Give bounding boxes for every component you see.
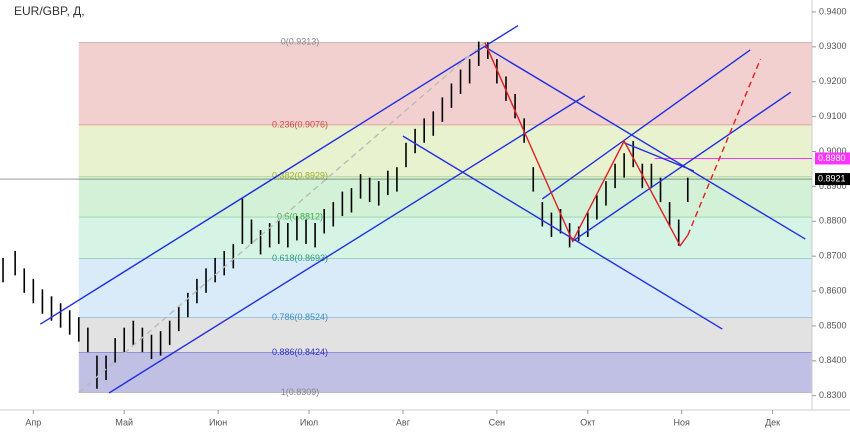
y-tick-label: 0.9300 xyxy=(819,41,847,51)
y-tick-label: 0.9000 xyxy=(819,146,847,156)
trend-line xyxy=(623,142,695,172)
y-tick-label: 0.8400 xyxy=(819,355,847,365)
x-tick-label: Окт xyxy=(580,417,595,427)
fib-zone xyxy=(78,258,812,318)
y-tick-label: 0.8800 xyxy=(819,216,847,226)
trend-line xyxy=(484,46,806,240)
x-tick-label: Июн xyxy=(209,417,227,427)
fib-label: 0.886(0.8424) xyxy=(272,347,328,357)
fib-label: 0.618(0.8693) xyxy=(272,253,328,263)
x-tick-label: Май xyxy=(115,417,133,427)
x-tick-label: Июл xyxy=(300,417,318,427)
price-box xyxy=(815,152,850,165)
x-tick-label: Сен xyxy=(489,417,506,427)
y-tick-label: 0.8300 xyxy=(819,390,847,400)
price-label: 0.8921 xyxy=(818,173,846,183)
x-tick-label: Ноя xyxy=(674,417,691,427)
fib-label: 1(0.8309) xyxy=(281,387,320,397)
y-tick-label: 0.8600 xyxy=(819,285,847,295)
trend-line xyxy=(108,95,586,394)
y-tick-label: 0.9200 xyxy=(819,76,847,86)
trend-line xyxy=(541,49,751,200)
x-tick-label: Апр xyxy=(25,417,41,427)
y-tick-label: 0.8900 xyxy=(819,181,847,191)
fib-label: 0.786(0.8524) xyxy=(272,312,328,322)
fib-zone xyxy=(78,42,812,125)
price-label: 0.8980 xyxy=(818,153,846,163)
x-tick-label: Авг xyxy=(396,417,411,427)
trend-line xyxy=(484,42,689,248)
trend-line xyxy=(402,135,723,330)
trend-line xyxy=(39,24,519,325)
chart-title: EUR/GBP, Д, xyxy=(14,4,85,18)
fib-zone xyxy=(78,352,812,393)
y-tick-label: 0.8500 xyxy=(819,320,847,330)
y-tick-label: 0.9400 xyxy=(819,6,847,16)
fib-label: 0.236(0.9076) xyxy=(272,119,328,129)
fib-zone xyxy=(78,317,812,353)
fib-label: 0.5(0.8812) xyxy=(277,211,323,221)
trend-line xyxy=(687,58,762,236)
price-box xyxy=(815,173,850,186)
y-tick-label: 0.8700 xyxy=(819,251,847,261)
y-tick-label: 0.9100 xyxy=(819,111,847,121)
fib-label: 0(0.9313) xyxy=(281,37,320,47)
fib-zone xyxy=(78,217,812,259)
x-tick-label: Дек xyxy=(765,417,780,427)
fib-label: 0.382(0.8929) xyxy=(272,171,328,181)
fib-zone xyxy=(78,124,812,177)
